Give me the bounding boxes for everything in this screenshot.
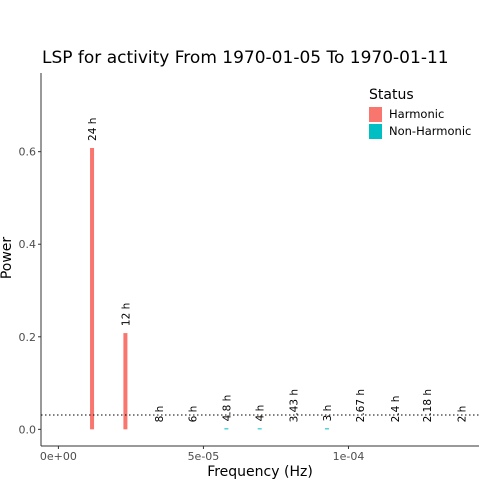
- legend-key-non-harmonic: [369, 124, 382, 139]
- bar-label: 24 h: [87, 118, 99, 141]
- y-tick-label: 0.6: [19, 146, 37, 159]
- x-tick-label: 0e+00: [40, 450, 77, 463]
- bar-label: 8 h: [154, 406, 166, 423]
- y-tick-label: 0.2: [19, 331, 37, 344]
- legend-label: Non-Harmonic: [389, 124, 471, 138]
- bar-label: 2.18 h: [422, 389, 434, 422]
- chart-title: LSP for activity From 1970-01-05 To 1970…: [42, 48, 449, 68]
- bar: [90, 148, 94, 429]
- bar-label: 2 h: [457, 406, 469, 423]
- legend: Status Harmonic Non-Harmonic: [369, 87, 471, 139]
- x-tick-label: 1e-04: [333, 450, 365, 463]
- y-tick-label: 0.4: [19, 238, 37, 251]
- bar-label: 6 h: [188, 406, 200, 423]
- bar: [224, 428, 228, 429]
- bar-label: 3 h: [322, 405, 334, 422]
- bar: [325, 428, 329, 429]
- bar-label: 4.8 h: [221, 395, 233, 422]
- legend-title: Status: [369, 87, 414, 103]
- y-axis-title: Power: [0, 237, 15, 280]
- bar-label: 3.43 h: [288, 389, 300, 422]
- bar-label: 2.4 h: [390, 396, 402, 423]
- legend-label: Harmonic: [389, 107, 444, 121]
- bar-label: 12 h: [120, 303, 132, 326]
- y-tick-label: 0.0: [19, 423, 37, 436]
- legend-key-harmonic: [369, 107, 382, 122]
- bar-label: 4 h: [255, 405, 267, 422]
- bar-label: 2.67 h: [355, 389, 367, 422]
- bar: [258, 428, 262, 429]
- x-axis-title: Frequency (Hz): [207, 464, 313, 480]
- x-tick-label: 5e-05: [188, 450, 220, 463]
